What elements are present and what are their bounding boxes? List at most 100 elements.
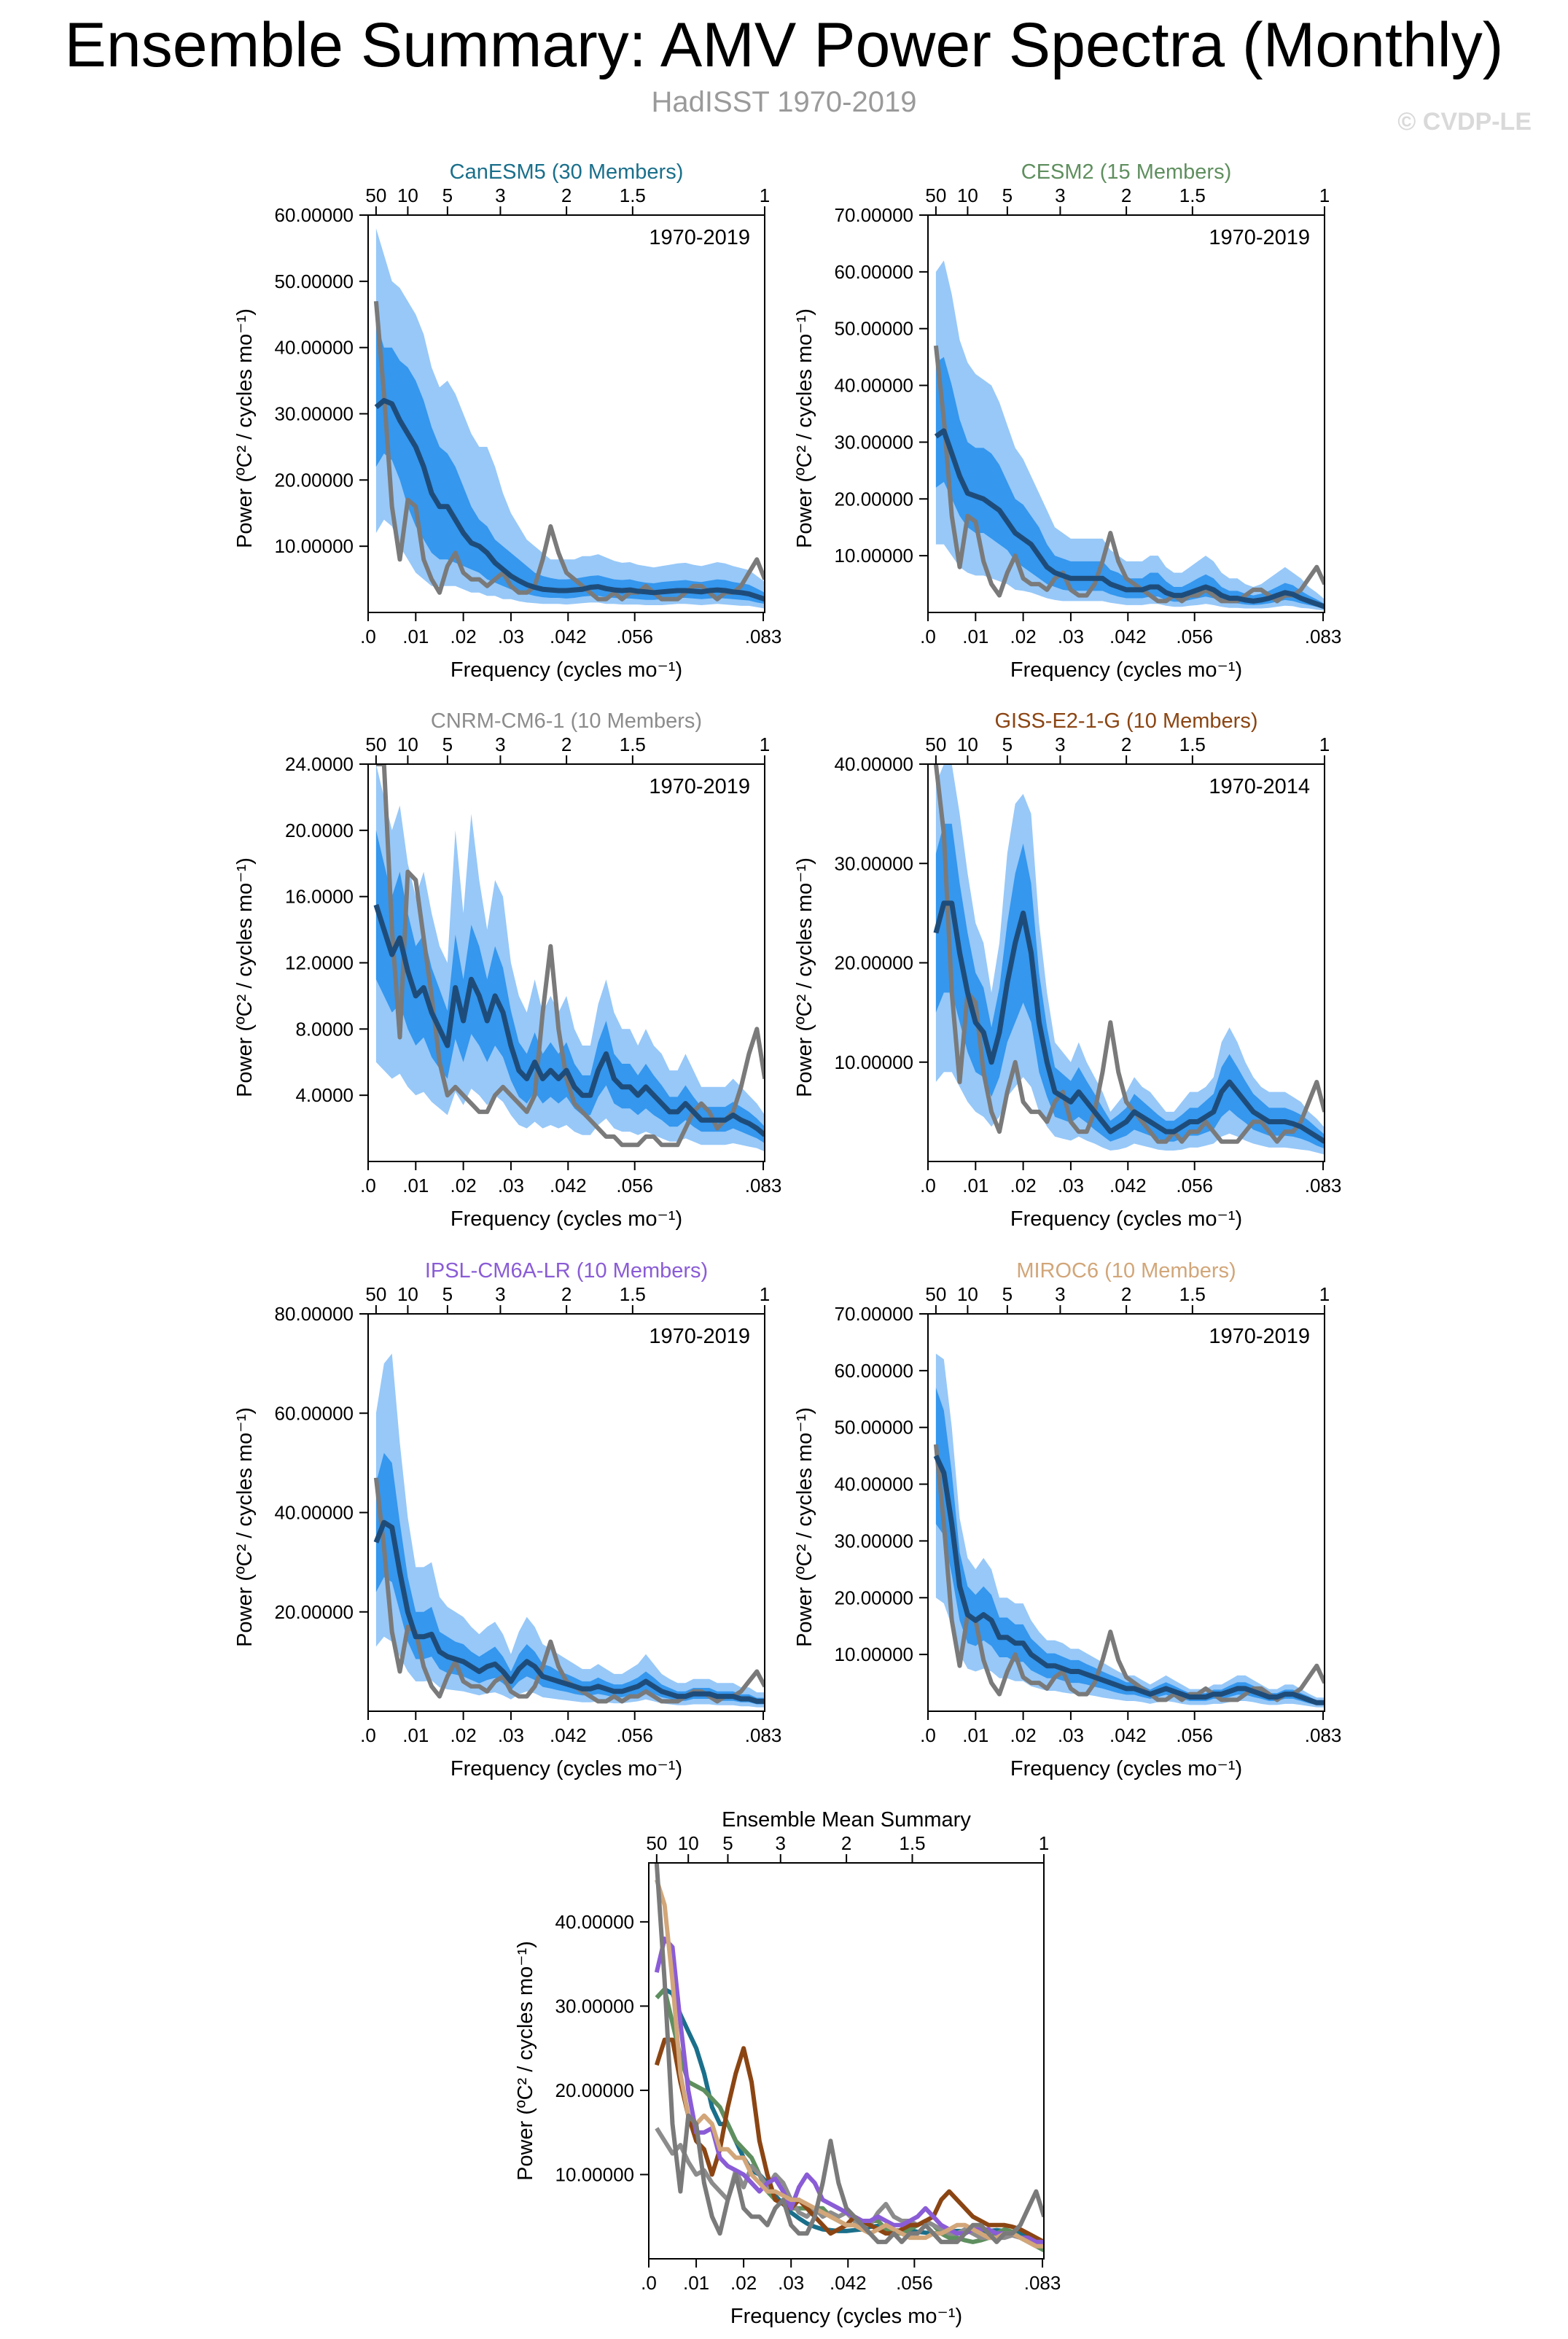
- x-tick-label: .03: [498, 1724, 524, 1746]
- y-tick-label: 70.00000: [835, 204, 913, 226]
- top-tick-label: 3: [776, 1832, 786, 1854]
- y-tick-label: 30.00000: [275, 403, 354, 425]
- panel-cnrm-cm6-1: 4.0000 8.0000 12.0000 16.0000 20.0000 24.0000…: [233, 709, 781, 1231]
- y-axis-label: Power (ºC² / cycles mo⁻¹): [514, 1941, 537, 2181]
- x-tick-label: .01: [962, 1724, 988, 1746]
- figure-subtitle: HadISST 1970-2019: [651, 86, 917, 118]
- x-tick-label: .083: [1305, 1175, 1342, 1196]
- series-line-canesm5: [655, 1987, 1044, 2244]
- panel-title: CESM2 (15 Members): [1021, 160, 1231, 184]
- x-axis-label: Frequency (cycles mo⁻¹): [1010, 658, 1242, 682]
- top-tick-label: 3: [1055, 1283, 1065, 1305]
- panel-title: Ensemble Mean Summary: [722, 1808, 971, 1832]
- y-tick-label: 40.00000: [835, 375, 913, 397]
- top-tick-label: 50: [925, 184, 946, 206]
- y-tick-label: 60.00000: [275, 204, 354, 226]
- x-tick-label: .03: [778, 2272, 804, 2294]
- top-tick-label: 1.5: [620, 184, 646, 206]
- series-line-giss-e2-1-g: [654, 2037, 1044, 2244]
- panel-summary: 10.00000 20.00000 30.00000 40.00000 .0 .01 .02…: [514, 1808, 1061, 2328]
- observations-line: [375, 764, 765, 1148]
- x-tick-label: .0: [920, 1724, 936, 1746]
- y-tick-label: 24.0000: [285, 753, 354, 775]
- y-tick-label: 40.00000: [275, 337, 354, 359]
- top-tick-label: 5: [442, 184, 453, 206]
- x-tick-label: .01: [962, 626, 988, 647]
- ensemble-mean-line: [373, 1519, 765, 1704]
- x-tick-label: .01: [402, 1724, 429, 1746]
- y-tick-label: 20.00000: [835, 1587, 913, 1608]
- y-tick-label: 20.0000: [285, 820, 354, 841]
- x-tick-label: .02: [450, 626, 477, 647]
- x-tick-label: .083: [1305, 626, 1342, 647]
- y-tick-label: 16.0000: [285, 886, 354, 908]
- x-tick-label: .02: [730, 2272, 757, 2294]
- y-tick-label: 30.00000: [835, 1530, 913, 1552]
- panel-title: MIROC6 (10 Members): [1016, 1259, 1236, 1283]
- x-tick-label: .056: [616, 1175, 653, 1196]
- top-tick-label: 2: [561, 1283, 572, 1305]
- x-tick-label: .0: [360, 1175, 376, 1196]
- ensemble-mean-line: [934, 428, 1325, 610]
- outer-spread-band: [935, 764, 1325, 1155]
- ensemble-mean-line: [374, 397, 765, 602]
- y-tick-label: 10.00000: [835, 1051, 913, 1073]
- x-tick-label: .0: [920, 626, 936, 647]
- x-tick-label: .0: [360, 1724, 376, 1746]
- x-tick-label: .083: [745, 1175, 782, 1196]
- y-tick-label: 40.00000: [835, 1474, 913, 1495]
- figure-title: Ensemble Summary: AMV Power Spectra (Mon…: [64, 10, 1504, 80]
- top-tick-label: 1.5: [620, 733, 646, 755]
- inner-spread-band: [935, 823, 1325, 1149]
- observations-line: [933, 1444, 1325, 1702]
- panel-giss-e2-1-g: 10.00000 20.00000 30.00000 40.00000 .0 .01 .02…: [793, 709, 1341, 1231]
- inner-spread-band: [375, 321, 765, 604]
- y-tick-label: 40.00000: [275, 1502, 354, 1524]
- panel-title: CNRM-CM6-1 (10 Members): [431, 709, 702, 733]
- x-tick-label: .0: [920, 1175, 936, 1196]
- x-axis-label: Frequency (cycles mo⁻¹): [1010, 1757, 1242, 1780]
- y-tick-label: 20.00000: [275, 469, 354, 491]
- x-axis-label: Frequency (cycles mo⁻¹): [730, 2305, 962, 2328]
- y-tick-label: 60.00000: [835, 1360, 913, 1382]
- y-tick-label: 10.00000: [275, 535, 354, 557]
- x-tick-label: .02: [1010, 1724, 1037, 1746]
- top-tick-label: 1: [1319, 184, 1330, 206]
- top-tick-label: 2: [1121, 1283, 1131, 1305]
- y-tick-label: 40.00000: [835, 753, 913, 775]
- y-tick-label: 50.00000: [275, 271, 354, 292]
- x-tick-label: .042: [1109, 626, 1147, 647]
- y-tick-label: 20.00000: [555, 2079, 634, 2101]
- top-tick-label: 1.5: [899, 1832, 925, 1854]
- top-tick-label: 3: [495, 733, 505, 755]
- y-tick-label: 20.00000: [835, 488, 913, 510]
- panel-miroc6: 10.00000 20.00000 30.00000 40.00000 50.00000…: [793, 1259, 1341, 1780]
- series-line-ipsl-cm6a-lr: [654, 1937, 1044, 2244]
- y-tick-label: 30.00000: [835, 431, 913, 453]
- x-axis-label: Frequency (cycles mo⁻¹): [450, 658, 682, 682]
- top-tick-label: 3: [495, 184, 505, 206]
- x-tick-label: .042: [1109, 1175, 1147, 1196]
- top-tick-label: 5: [722, 1832, 733, 1854]
- y-tick-label: 20.00000: [835, 952, 913, 974]
- top-tick-label: 1: [760, 184, 770, 206]
- x-tick-label: .01: [962, 1175, 988, 1196]
- top-tick-label: 50: [925, 733, 946, 755]
- x-tick-label: .042: [1109, 1724, 1147, 1746]
- panel-ipsl-cm6a-lr: 20.00000 40.00000 60.00000 80.00000 .0 .01 .02…: [233, 1259, 781, 1780]
- y-tick-label: 4.0000: [295, 1084, 354, 1106]
- observations-line: [933, 345, 1325, 604]
- top-tick-label: 10: [397, 184, 418, 206]
- top-tick-label: 2: [561, 184, 572, 206]
- top-tick-label: 1: [1039, 1832, 1049, 1854]
- panel-title: CanESM5 (30 Members): [450, 160, 684, 184]
- top-tick-label: 2: [841, 1832, 851, 1854]
- x-tick-label: .02: [450, 1724, 477, 1746]
- x-tick-label: .083: [1305, 1724, 1342, 1746]
- x-axis-label: Frequency (cycles mo⁻¹): [450, 1207, 682, 1231]
- top-tick-label: 5: [1002, 733, 1013, 755]
- top-tick-label: 10: [678, 1832, 699, 1854]
- y-tick-label: 30.00000: [555, 1995, 634, 2017]
- outer-spread-band: [935, 260, 1325, 611]
